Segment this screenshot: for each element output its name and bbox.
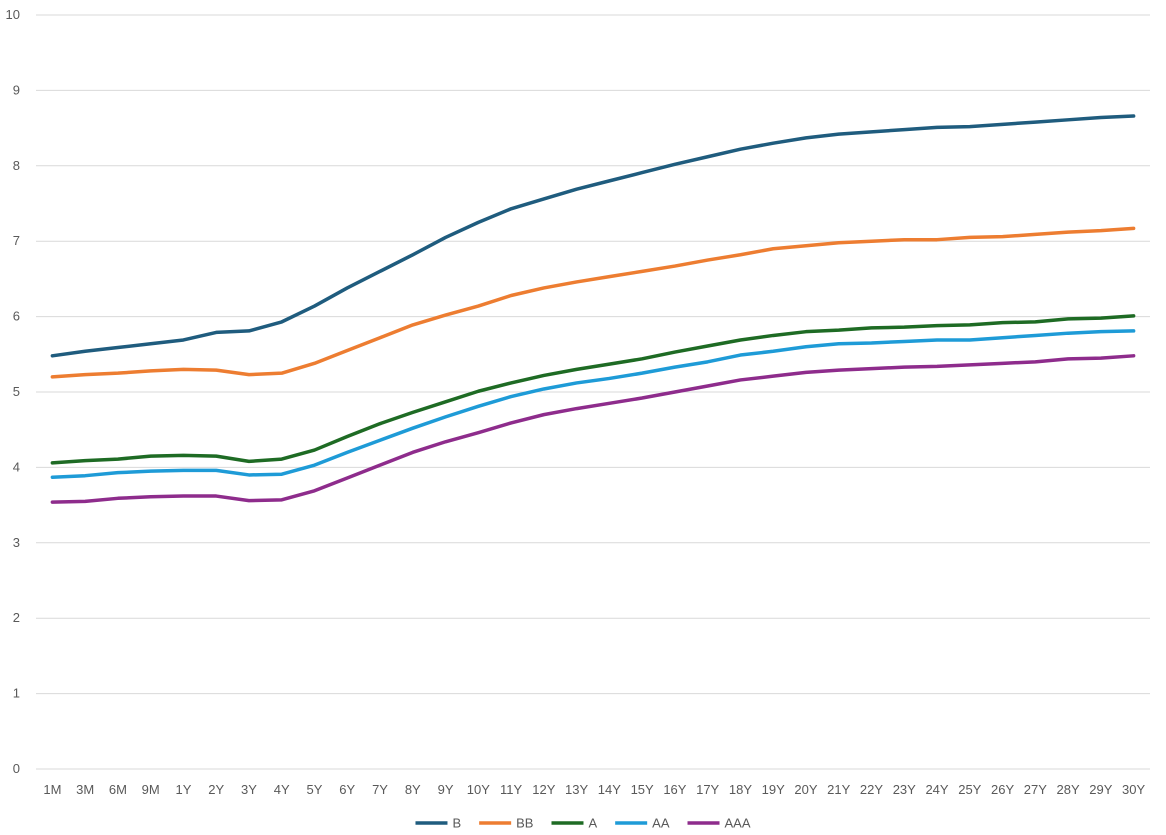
y-tick-label: 0	[13, 761, 20, 776]
x-tick-label: 11Y	[500, 782, 522, 797]
x-tick-label: 30Y	[1122, 782, 1145, 797]
series-line-a	[50, 314, 1136, 465]
series-line-bb	[50, 226, 1136, 379]
x-tick-label: 26Y	[991, 782, 1014, 797]
x-tick-label: 24Y	[925, 782, 948, 797]
y-tick-label: 10	[6, 7, 20, 22]
x-tick-label: 7Y	[372, 782, 388, 797]
x-tick-label: 1M	[43, 782, 61, 797]
x-tick-label: 22Y	[860, 782, 883, 797]
gridlines	[36, 14, 1150, 770]
legend-item-aa: AA	[615, 816, 670, 831]
y-tick-label: 8	[13, 158, 20, 173]
legend-label: B	[452, 816, 461, 831]
x-tick-label: 28Y	[1057, 782, 1080, 797]
x-tick-label: 8Y	[405, 782, 421, 797]
x-tick-label: 2Y	[208, 782, 224, 797]
x-tick-label: 3M	[76, 782, 94, 797]
y-tick-label: 6	[13, 309, 20, 324]
series-line-aaa	[50, 354, 1136, 504]
x-tick-label: 16Y	[663, 782, 686, 797]
x-tick-label: 19Y	[762, 782, 785, 797]
legend-item-a: A	[551, 816, 597, 831]
legend-label: AAA	[725, 816, 751, 831]
x-tick-label: 4Y	[274, 782, 290, 797]
series-line-b	[50, 114, 1136, 358]
legend-label: AA	[652, 816, 670, 831]
legend-label: A	[588, 816, 597, 831]
y-tick-label: 4	[13, 459, 20, 474]
x-tick-label: 14Y	[598, 782, 621, 797]
y-tick-label: 2	[13, 610, 20, 625]
x-axis: 1M 3M 6M 9M 1Y 2Y 3Y 4Y 5Y 6Y 7Y 8Y 9Y 10Y 11Y 12Y 13Y 14…	[43, 782, 1145, 797]
x-tick-label: 23Y	[893, 782, 916, 797]
y-tick-label: 9	[13, 82, 20, 97]
legend-item-bb: BB	[479, 816, 533, 831]
x-tick-label: 17Y	[696, 782, 719, 797]
x-tick-label: 21Y	[827, 782, 850, 797]
y-tick-label: 3	[13, 535, 20, 550]
x-tick-label: 9Y	[438, 782, 454, 797]
x-tick-label: 3Y	[241, 782, 257, 797]
x-tick-label: 25Y	[958, 782, 981, 797]
x-tick-label: 15Y	[631, 782, 654, 797]
legend-item-b: B	[415, 816, 461, 831]
x-tick-label: 5Y	[307, 782, 323, 797]
x-tick-label: 12Y	[532, 782, 555, 797]
y-tick-label: 1	[13, 686, 20, 701]
x-tick-label: 18Y	[729, 782, 752, 797]
x-tick-label: 29Y	[1089, 782, 1112, 797]
legend-label: BB	[516, 816, 533, 831]
x-tick-label: 9M	[142, 782, 160, 797]
x-tick-label: 6M	[109, 782, 127, 797]
legend: B BB A AA AAA	[415, 816, 751, 831]
x-tick-label: 6Y	[339, 782, 355, 797]
series-lines	[50, 114, 1136, 504]
x-tick-label: 10Y	[467, 782, 490, 797]
x-tick-label: 1Y	[175, 782, 191, 797]
x-tick-label: 27Y	[1024, 782, 1047, 797]
x-tick-label: 13Y	[565, 782, 588, 797]
y-tick-label: 5	[13, 384, 20, 399]
y-axis: 0 1 2 3 4 5 6 7 8 9 10	[6, 7, 20, 776]
legend-item-aaa: AAA	[687, 816, 751, 831]
x-tick-label: 20Y	[794, 782, 817, 797]
y-tick-label: 7	[13, 233, 20, 248]
series-line-aa	[50, 329, 1136, 479]
